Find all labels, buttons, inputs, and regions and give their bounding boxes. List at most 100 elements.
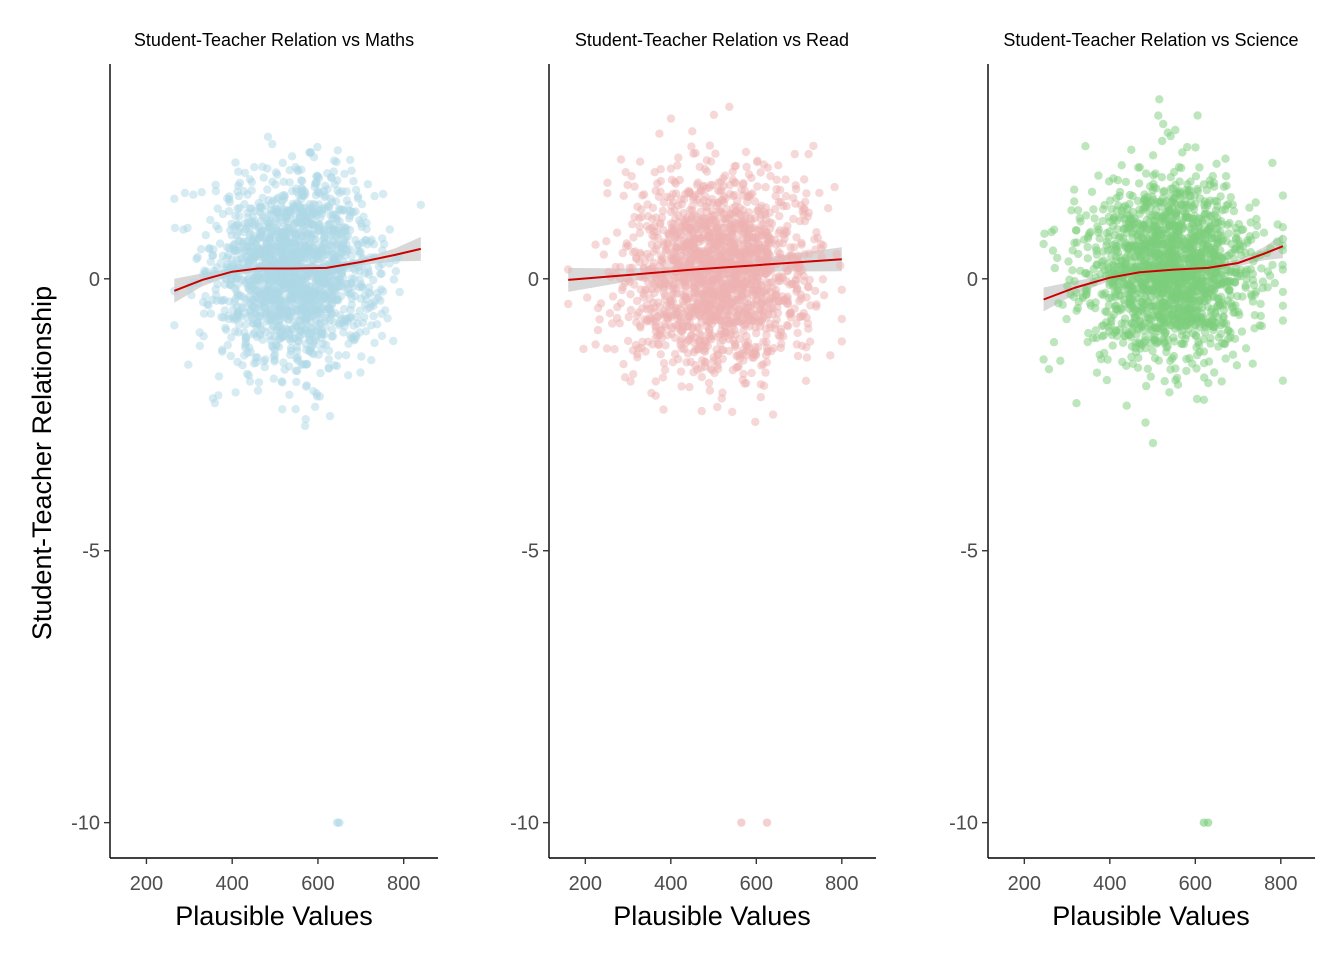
data-point: [270, 274, 278, 282]
data-point: [289, 245, 297, 253]
data-point: [352, 333, 360, 341]
data-point: [301, 304, 309, 312]
data-point: [731, 281, 739, 289]
x-tick-label: 400: [654, 873, 687, 895]
data-point: [202, 231, 210, 239]
data-point: [1081, 269, 1089, 277]
data-point: [635, 222, 643, 230]
data-point: [687, 332, 695, 340]
data-point: [779, 332, 787, 340]
data-point: [255, 378, 263, 386]
data-point: [268, 140, 276, 148]
data-point: [783, 321, 791, 329]
data-point: [747, 249, 755, 257]
data-point: [793, 329, 801, 337]
data-point: [661, 341, 669, 349]
data-point: [762, 278, 770, 286]
data-point: [312, 336, 320, 344]
data-point: [227, 220, 235, 228]
data-point: [1056, 357, 1064, 365]
data-point: [836, 261, 844, 269]
data-point: [314, 323, 322, 331]
data-point: [243, 209, 251, 217]
data-point: [294, 167, 302, 175]
x-tick-label: 400: [216, 873, 249, 895]
data-point: [259, 227, 267, 235]
data-point: [810, 235, 818, 243]
data-point: [1147, 315, 1155, 323]
data-point: [242, 339, 250, 347]
data-point: [719, 174, 727, 182]
data-point: [693, 181, 701, 189]
data-point: [250, 163, 258, 171]
data-point: [654, 313, 662, 321]
data-point: [720, 224, 728, 232]
data-point: [204, 301, 212, 309]
data-point: [329, 214, 337, 222]
data-point: [764, 311, 772, 319]
data-point: [351, 207, 359, 215]
data-point: [797, 294, 805, 302]
data-point: [251, 207, 259, 215]
data-point: [591, 340, 599, 348]
data-point: [833, 250, 841, 258]
data-point: [728, 408, 736, 416]
data-point: [1247, 218, 1255, 226]
data-point: [235, 192, 243, 200]
data-point: [644, 212, 652, 220]
data-point: [343, 280, 351, 288]
data-point: [1238, 327, 1246, 335]
data-point: [234, 328, 242, 336]
data-point: [659, 373, 667, 381]
data-point: [742, 163, 750, 171]
data-point: [1103, 355, 1111, 363]
data-point: [1152, 184, 1160, 192]
data-point: [1095, 225, 1103, 233]
data-point: [1112, 253, 1120, 261]
data-point: [809, 142, 817, 150]
data-point: [633, 350, 641, 358]
data-point: [1177, 164, 1185, 172]
data-point: [655, 130, 663, 138]
data-point: [217, 296, 225, 304]
data-point: [1118, 161, 1126, 169]
data-point: [1155, 356, 1163, 364]
data-point: [340, 245, 348, 253]
data-point: [1279, 302, 1287, 310]
panel-title: Student-Teacher Relation vs Maths: [134, 30, 414, 50]
data-point: [650, 289, 658, 297]
data-point: [302, 415, 310, 423]
data-point: [328, 198, 336, 206]
data-point: [610, 345, 618, 353]
data-point: [779, 297, 787, 305]
data-point: [320, 278, 328, 286]
data-point: [1114, 201, 1122, 209]
data-point: [278, 228, 286, 236]
data-point: [170, 321, 178, 329]
data-point: [263, 185, 271, 193]
data-point: [644, 338, 652, 346]
data-point: [213, 280, 221, 288]
data-point: [227, 333, 235, 341]
data-point: [718, 389, 726, 397]
data-point: [775, 253, 783, 261]
data-point: [334, 146, 342, 154]
data-point: [196, 342, 204, 350]
data-point: [771, 325, 779, 333]
data-point: [311, 403, 319, 411]
data-point: [370, 192, 378, 200]
data-point: [669, 190, 677, 198]
data-point: [651, 281, 659, 289]
data-point: [630, 281, 638, 289]
data-point: [781, 175, 789, 183]
data-point: [316, 315, 324, 323]
data-point: [212, 222, 220, 230]
data-point: [376, 296, 384, 304]
data-point: [661, 278, 669, 286]
data-point: [794, 352, 802, 360]
data-point: [241, 169, 249, 177]
data-point: [369, 302, 377, 310]
data-point: [269, 322, 277, 330]
data-point: [339, 328, 347, 336]
data-point: [364, 180, 372, 188]
